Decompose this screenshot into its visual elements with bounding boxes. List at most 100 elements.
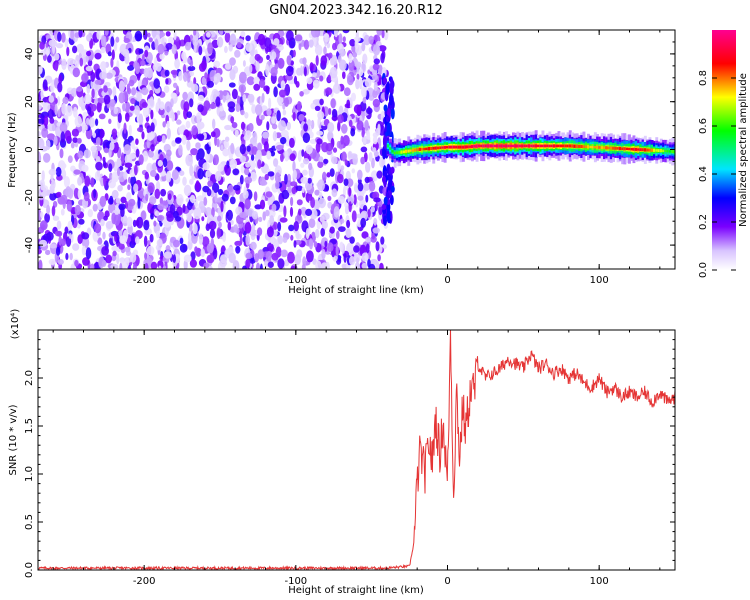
noise-blob — [247, 93, 255, 103]
ridge-band — [395, 151, 399, 154]
ridge-band — [555, 144, 559, 148]
noise-blob — [181, 51, 187, 61]
x-tick-label: -100 — [284, 576, 307, 587]
ridge-band — [666, 149, 670, 153]
noise-blob — [383, 135, 388, 150]
noise-blob — [235, 245, 241, 254]
noise-blob — [65, 236, 72, 248]
noise-blob — [53, 135, 58, 146]
noise-blob — [265, 86, 270, 95]
noise-blob — [279, 217, 288, 223]
noise-blob — [216, 138, 220, 148]
noise-blob — [246, 145, 251, 152]
noise-blob — [339, 241, 344, 252]
noise-blob — [123, 171, 128, 180]
noise-blob — [104, 30, 109, 36]
noise-blob — [189, 178, 194, 185]
noise-blob — [292, 49, 296, 58]
ridge-band — [400, 150, 404, 154]
noise-blob — [351, 168, 356, 174]
ridge-band — [653, 148, 656, 152]
noise-blob — [48, 168, 57, 176]
noise-blob — [363, 34, 371, 46]
noise-blob — [140, 60, 146, 67]
noise-blob — [270, 150, 276, 157]
noise-blob — [105, 220, 114, 230]
noise-blob — [197, 94, 204, 101]
noise-blob — [240, 121, 246, 131]
snr-ylabel: SNR (10 * v/v) — [8, 404, 19, 475]
ridge-band — [496, 144, 499, 148]
noise-blob — [98, 256, 105, 269]
noise-blob — [282, 237, 288, 243]
noise-blob — [142, 150, 149, 162]
noise-blob — [154, 188, 161, 199]
noise-blob — [222, 148, 230, 157]
noise-blob — [380, 52, 385, 64]
noise-blob — [96, 168, 100, 178]
noise-blob — [91, 88, 95, 99]
noise-blob — [353, 253, 361, 263]
noise-blob — [145, 193, 149, 202]
noise-blob — [303, 123, 308, 132]
noise-blob — [355, 79, 360, 90]
noise-blob — [115, 36, 120, 43]
noise-blob — [280, 80, 286, 90]
ridge-band — [498, 144, 502, 148]
ridge-band — [557, 144, 561, 148]
noise-blob — [255, 262, 261, 269]
noise-blob — [274, 63, 279, 70]
noise-blob — [74, 204, 81, 216]
noise-blob — [305, 228, 310, 240]
ridge-band — [637, 148, 640, 151]
noise-blob — [301, 263, 306, 269]
noise-blob — [373, 58, 380, 65]
noise-blob — [372, 147, 377, 153]
noise-blob — [65, 252, 69, 261]
noise-blob — [185, 154, 193, 167]
ridge-band — [616, 147, 620, 150]
noise-blob — [222, 233, 227, 243]
noise-blob — [78, 95, 85, 108]
noise-blob — [257, 249, 265, 260]
noise-blob — [176, 194, 184, 206]
snr-x-ticks: -200 -100 0 100 — [52, 330, 661, 587]
noise-blob — [326, 172, 331, 178]
y-tick-label: 1.0 — [24, 466, 35, 482]
noise-blob — [228, 82, 236, 88]
ridge-band — [521, 144, 524, 148]
noise-blob — [144, 49, 149, 58]
noise-blob — [116, 253, 120, 265]
noise-blob — [230, 142, 235, 155]
noise-blob — [110, 263, 119, 269]
noise-blob — [196, 152, 200, 161]
noise-blob — [370, 206, 375, 213]
noise-blob — [186, 111, 192, 118]
noise-blob — [239, 174, 244, 185]
noise-blob — [129, 105, 135, 111]
noise-blob — [38, 118, 45, 124]
noise-blob — [144, 252, 148, 260]
ridge-band — [484, 144, 488, 148]
noise-blob — [301, 149, 305, 157]
noise-blob — [373, 217, 378, 226]
noise-blob — [46, 204, 51, 215]
ridge-band — [562, 144, 565, 148]
ridge-band — [480, 144, 483, 148]
snr-panel: -200 -100 0 100 0.0 0.5 1.0 1.5 2.0 Height of s… — [8, 309, 676, 596]
noise-blob — [203, 100, 211, 111]
noise-blob — [57, 259, 64, 265]
noise-blob — [277, 221, 282, 232]
noise-blob — [372, 98, 381, 108]
noise-blob — [351, 210, 357, 223]
noise-blob — [110, 36, 115, 47]
noise-blob — [165, 31, 171, 37]
noise-blob — [46, 231, 54, 241]
noise-blob — [284, 150, 289, 158]
ridge-band — [530, 144, 534, 148]
noise-blob — [265, 64, 270, 77]
noise-blob — [290, 196, 294, 207]
noise-blob — [41, 127, 49, 138]
noise-blob — [192, 35, 199, 47]
noise-blob — [171, 169, 179, 181]
